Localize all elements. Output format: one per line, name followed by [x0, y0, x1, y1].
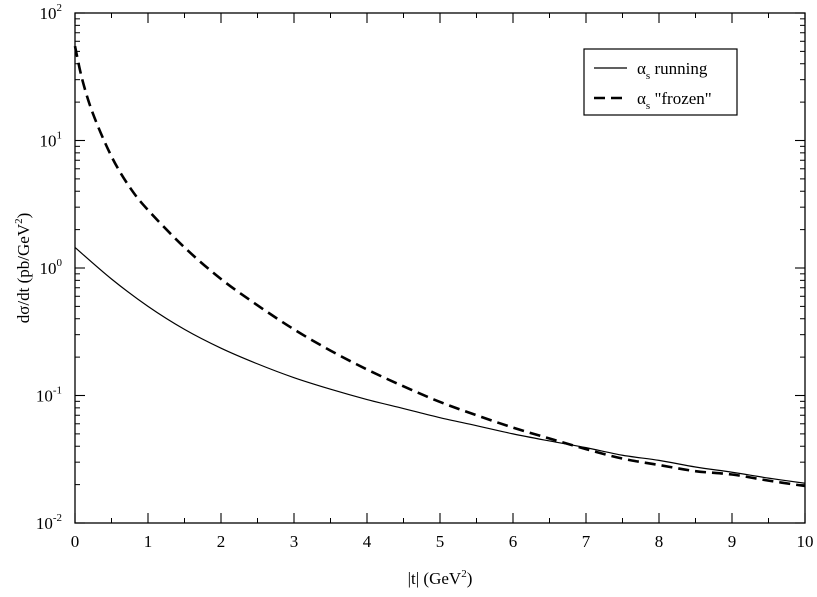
x-tick-label: 10 — [797, 532, 814, 551]
x-tick-label: 0 — [71, 532, 80, 551]
series-lines — [73, 45, 806, 488]
x-tick-label: 8 — [655, 532, 664, 551]
x-tick-label: 4 — [363, 532, 372, 551]
x-tick-label: 6 — [509, 532, 518, 551]
legend-label-running: αs running — [637, 59, 708, 82]
y-axis-title: dσ/dt (pb/GeV2) — [13, 213, 33, 324]
axis-ticks — [74, 12, 806, 524]
x-tick-label: 9 — [728, 532, 737, 551]
series-line-frozen — [73, 45, 806, 488]
x-tick-label: 2 — [217, 532, 226, 551]
y-tick-label: 10-1 — [36, 385, 62, 406]
series-line-running — [74, 246, 806, 484]
x-tick-label: 3 — [290, 532, 299, 551]
x-tick-label: 1 — [144, 532, 153, 551]
legend-box — [583, 48, 738, 116]
x-axis-title: |t| (GeV2) — [408, 568, 473, 588]
x-tick-label: 5 — [436, 532, 445, 551]
axis-tick-labels: 0 1 2 3 4 5 6 7 8 9 10 10-2 10-1 100 101 102 — [36, 2, 814, 551]
x-tick-label: 7 — [582, 532, 591, 551]
y-tick-label: 102 — [40, 2, 63, 23]
y-tick-label: 100 — [40, 257, 63, 278]
y-tick-label: 10-2 — [36, 512, 62, 533]
legend-label-frozen: αs "frozen" — [637, 89, 712, 112]
legend: αs running αs "frozen" — [583, 48, 738, 116]
y-tick-label: 101 — [40, 130, 63, 151]
